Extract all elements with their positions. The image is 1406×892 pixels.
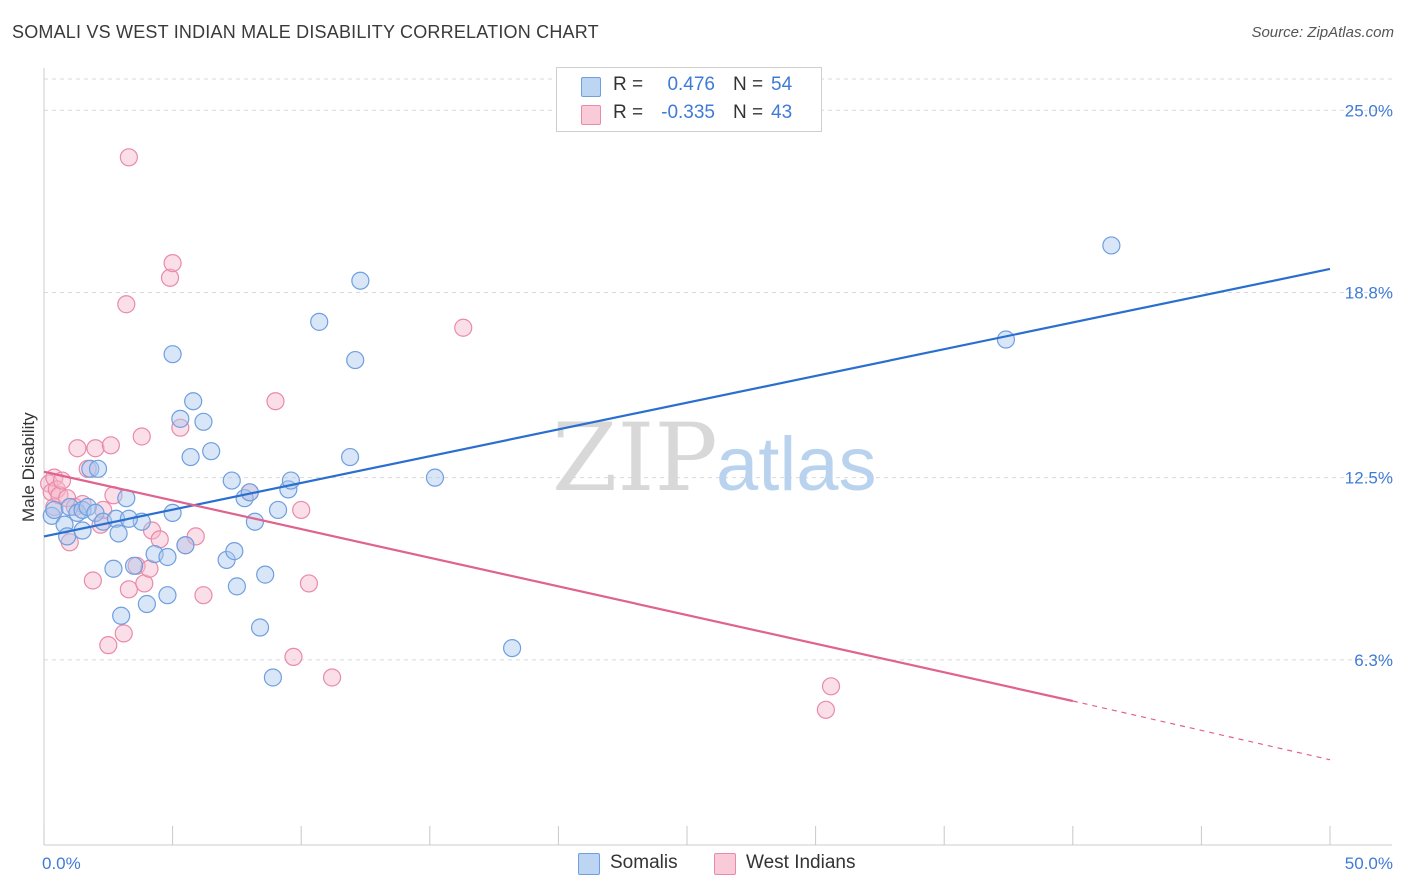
watermark-atlas: atlas bbox=[716, 422, 877, 507]
somalis-point-14 bbox=[109, 524, 128, 543]
legend-n-label: N = bbox=[733, 74, 764, 95]
trend-lines bbox=[43, 267, 1331, 761]
west-indians-point-41 bbox=[322, 668, 342, 687]
y-tick-label-2: 18.8% bbox=[1345, 283, 1393, 302]
legend-n-value: 54 bbox=[771, 74, 793, 95]
somalis-point-20 bbox=[137, 594, 156, 614]
bottom-legend-label-west-indians: West Indians bbox=[746, 852, 856, 873]
legend-r-label: R = bbox=[613, 102, 644, 123]
legend-r-value: -0.335 bbox=[661, 102, 715, 123]
west-indians-point-30 bbox=[117, 295, 136, 314]
somalis-point-1 bbox=[45, 500, 64, 520]
somalis-point-17 bbox=[124, 556, 144, 575]
bottom-legend-swatch-west-indians bbox=[714, 853, 736, 875]
west-indians-point-21 bbox=[119, 580, 138, 599]
somalis-point-24 bbox=[163, 345, 182, 364]
somalis-point-18 bbox=[104, 559, 123, 578]
west-indians-point-29 bbox=[163, 253, 182, 273]
west-indians-point-20 bbox=[114, 624, 133, 643]
somalis-point-28 bbox=[184, 392, 203, 411]
west-indians-point-28 bbox=[160, 268, 180, 287]
watermark-zip: ZIP bbox=[552, 404, 718, 513]
west-indians-point-14 bbox=[86, 439, 105, 458]
data-points bbox=[40, 148, 1121, 719]
y-tick-label-3: 25.0% bbox=[1345, 101, 1393, 120]
somalis-point-48 bbox=[425, 468, 445, 487]
tick-labels: 6.3% 12.5% 18.8% 25.0% 0.0% 50.0% bbox=[42, 101, 1393, 873]
somalis-point-49 bbox=[503, 638, 522, 658]
y-tick-label-1: 12.5% bbox=[1345, 469, 1393, 488]
west-indians-point-38 bbox=[284, 647, 303, 667]
west-indians-point-43 bbox=[816, 700, 835, 719]
somalis-point-32 bbox=[222, 471, 241, 490]
somalis-point-45 bbox=[340, 447, 360, 467]
somalis-point-27 bbox=[181, 447, 200, 467]
west-indians-point-35 bbox=[194, 586, 213, 605]
somalis-point-46 bbox=[346, 350, 365, 370]
somalis-point-23 bbox=[163, 503, 182, 523]
west-indians-point-40 bbox=[299, 574, 319, 593]
somalis-point-44 bbox=[310, 312, 329, 331]
somalis-point-38 bbox=[250, 618, 270, 637]
y-tick-label-0: 6.3% bbox=[1354, 651, 1393, 670]
somalis-point-5 bbox=[68, 503, 87, 523]
somalis-point-50 bbox=[996, 330, 1016, 349]
west-indians-point-18 bbox=[101, 436, 120, 455]
legend-n-value: 43 bbox=[771, 102, 793, 123]
somalis-point-15 bbox=[112, 606, 131, 625]
west-indians-trend-extension bbox=[1072, 700, 1331, 761]
somalis-point-22 bbox=[158, 547, 177, 567]
x-tick-label-1: 50.0% bbox=[1345, 854, 1393, 873]
somalis-point-47 bbox=[351, 271, 370, 290]
somalis-point-51 bbox=[1102, 236, 1121, 255]
west-indians-trend-line bbox=[43, 470, 1074, 703]
somalis-point-34 bbox=[227, 577, 246, 596]
gridlines bbox=[44, 78, 1392, 661]
somalis-point-41 bbox=[268, 500, 288, 520]
somalis-point-25 bbox=[171, 409, 190, 428]
west-indians-point-13 bbox=[83, 571, 102, 590]
source-label: Source: ZipAtlas.com bbox=[1251, 24, 1394, 41]
legend-swatch-west-indians bbox=[581, 105, 601, 125]
legend-n-label: N = bbox=[733, 102, 764, 123]
legend-swatch-somalis bbox=[581, 77, 601, 97]
legend: R = 0.476 N = 54 R = -0.335 N = 43 bbox=[556, 67, 822, 132]
x-tick-label-0: 0.0% bbox=[42, 854, 81, 873]
west-indians-point-37 bbox=[266, 392, 285, 411]
somalis-point-39 bbox=[256, 565, 275, 584]
somalis-point-40 bbox=[263, 668, 283, 687]
legend-r-label: R = bbox=[613, 74, 644, 95]
bottom-legend-label-somalis: Somalis bbox=[610, 852, 678, 873]
watermark: ZIP atlas bbox=[552, 404, 877, 513]
west-indians-point-23 bbox=[132, 427, 151, 446]
somalis-point-9 bbox=[81, 459, 100, 478]
somalis-point-10 bbox=[88, 459, 108, 478]
west-indians-point-31 bbox=[119, 148, 138, 167]
bottom-legend-swatch-somalis bbox=[578, 853, 600, 875]
somalis-point-37 bbox=[245, 512, 265, 531]
somalis-point-26 bbox=[176, 536, 195, 555]
y-axis-label: Male Disability bbox=[19, 412, 38, 522]
axes bbox=[43, 68, 1392, 846]
legend-r-value: 0.476 bbox=[667, 74, 715, 95]
west-indians-point-10 bbox=[68, 439, 87, 458]
west-indians-point-44 bbox=[821, 677, 841, 696]
west-indians-point-17 bbox=[99, 636, 118, 655]
somalis-point-30 bbox=[202, 442, 221, 461]
somalis-point-29 bbox=[194, 412, 213, 431]
somalis-point-33 bbox=[225, 542, 244, 561]
west-indians-point-42 bbox=[454, 318, 473, 337]
somalis-point-53 bbox=[158, 586, 177, 605]
west-indians-point-39 bbox=[292, 500, 311, 520]
somalis-trend-line bbox=[43, 267, 1331, 538]
chart-title: SOMALI VS WEST INDIAN MALE DISABILITY CO… bbox=[12, 22, 599, 42]
